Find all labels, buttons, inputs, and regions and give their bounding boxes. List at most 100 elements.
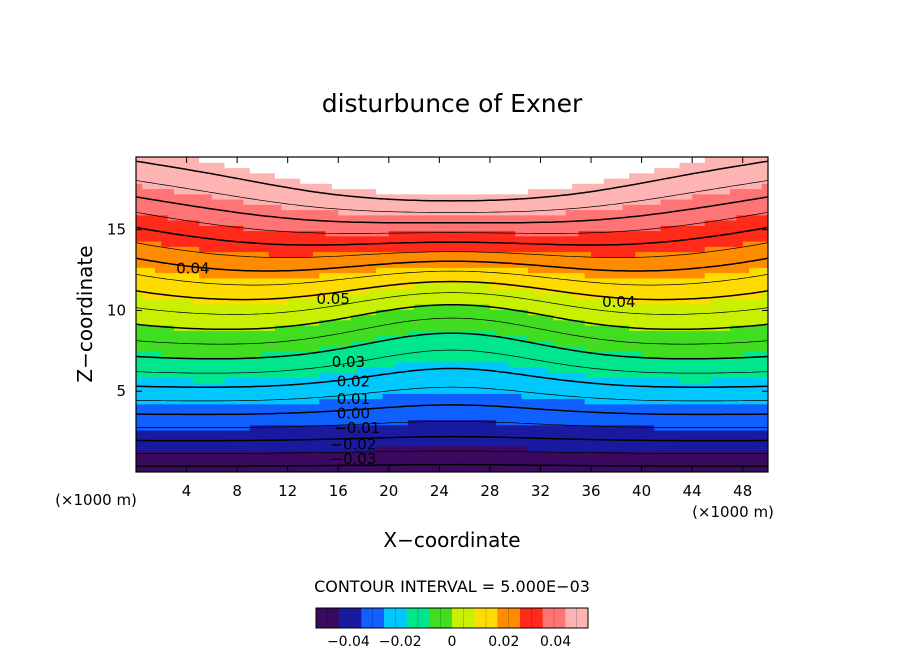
field-cell	[218, 382, 226, 389]
field-cell	[521, 298, 529, 305]
field-cell	[262, 157, 270, 163]
field-cell	[565, 398, 573, 405]
field-cell	[546, 456, 554, 463]
field-cell	[616, 256, 624, 263]
field-cell	[584, 241, 592, 247]
field-cell	[306, 451, 314, 457]
field-cell	[445, 414, 453, 421]
field-cell	[382, 398, 390, 405]
field-cell	[180, 157, 188, 163]
field-cell	[319, 178, 327, 184]
field-cell	[433, 288, 440, 295]
field-cell	[407, 256, 415, 263]
field-cell	[515, 162, 523, 169]
field-cell	[167, 382, 175, 389]
field-cell	[357, 183, 365, 190]
field-cell	[167, 167, 175, 174]
field-cell	[388, 167, 396, 174]
field-cell	[534, 162, 542, 169]
field-cell	[230, 325, 238, 331]
field-cell	[439, 356, 447, 363]
field-cell	[167, 330, 175, 337]
field-cell	[136, 214, 143, 221]
field-cell	[534, 183, 542, 190]
field-cell	[161, 256, 169, 263]
field-cell	[553, 209, 561, 216]
field-cell	[597, 398, 605, 405]
field-cell	[628, 398, 636, 405]
field-cell	[508, 409, 516, 415]
field-cell	[439, 372, 447, 379]
field-cell	[136, 246, 143, 253]
field-cell	[167, 351, 175, 358]
field-cell	[312, 445, 320, 452]
field-cell	[199, 372, 207, 379]
field-cell	[237, 283, 245, 289]
field-cell	[559, 440, 567, 447]
field-cell	[464, 382, 472, 389]
field-cell	[515, 262, 523, 268]
field-cell	[173, 288, 181, 295]
field-cell	[610, 319, 617, 326]
field-cell	[154, 414, 162, 421]
field-cell	[540, 351, 548, 358]
field-cell	[338, 172, 346, 179]
field-cell	[180, 461, 188, 468]
field-cell	[211, 172, 219, 179]
field-cell	[154, 403, 162, 410]
field-cell	[489, 398, 497, 405]
field-cell	[205, 272, 213, 279]
field-cell	[647, 424, 655, 431]
field-cell	[357, 199, 365, 205]
field-cell	[338, 414, 346, 421]
field-cell	[502, 451, 510, 457]
field-cell	[199, 461, 207, 468]
field-cell	[312, 424, 320, 431]
field-cell	[521, 424, 529, 431]
field-cell	[496, 183, 504, 190]
field-cell	[508, 424, 516, 431]
field-cell	[268, 335, 276, 342]
field-cell	[382, 167, 390, 174]
field-cell	[357, 361, 365, 368]
field-cell	[369, 393, 377, 400]
field-cell	[363, 335, 371, 342]
field-cell	[319, 419, 327, 426]
field-cell	[527, 351, 535, 358]
field-cell	[249, 235, 257, 242]
field-cell	[553, 403, 561, 410]
field-cell	[628, 204, 636, 211]
field-cell	[521, 251, 529, 258]
field-cell	[357, 377, 365, 384]
field-cell	[508, 251, 516, 258]
field-cell	[521, 209, 529, 216]
field-cell	[496, 214, 504, 221]
field-cell	[426, 235, 434, 242]
field-cell	[483, 466, 491, 472]
field-cell	[489, 377, 497, 384]
contour-fill-field	[136, 157, 768, 472]
field-cell	[350, 398, 358, 405]
field-cell	[597, 167, 605, 174]
field-cell	[306, 183, 314, 190]
field-cell	[647, 414, 655, 421]
field-cell	[161, 319, 169, 326]
field-cell	[540, 330, 548, 337]
field-cell	[527, 288, 535, 295]
field-cell	[452, 372, 459, 379]
field-cell	[161, 204, 169, 211]
field-cell	[622, 230, 630, 237]
field-cell	[610, 372, 617, 379]
field-cell	[610, 451, 617, 457]
field-cell	[546, 388, 554, 394]
field-cell	[211, 167, 219, 174]
field-cell	[350, 393, 358, 400]
field-cell	[376, 251, 384, 258]
field-cell	[628, 272, 636, 279]
field-cell	[470, 241, 478, 247]
field-cell	[616, 435, 624, 442]
field-cell	[275, 398, 282, 405]
field-cell	[148, 209, 156, 216]
field-cell	[546, 178, 554, 184]
